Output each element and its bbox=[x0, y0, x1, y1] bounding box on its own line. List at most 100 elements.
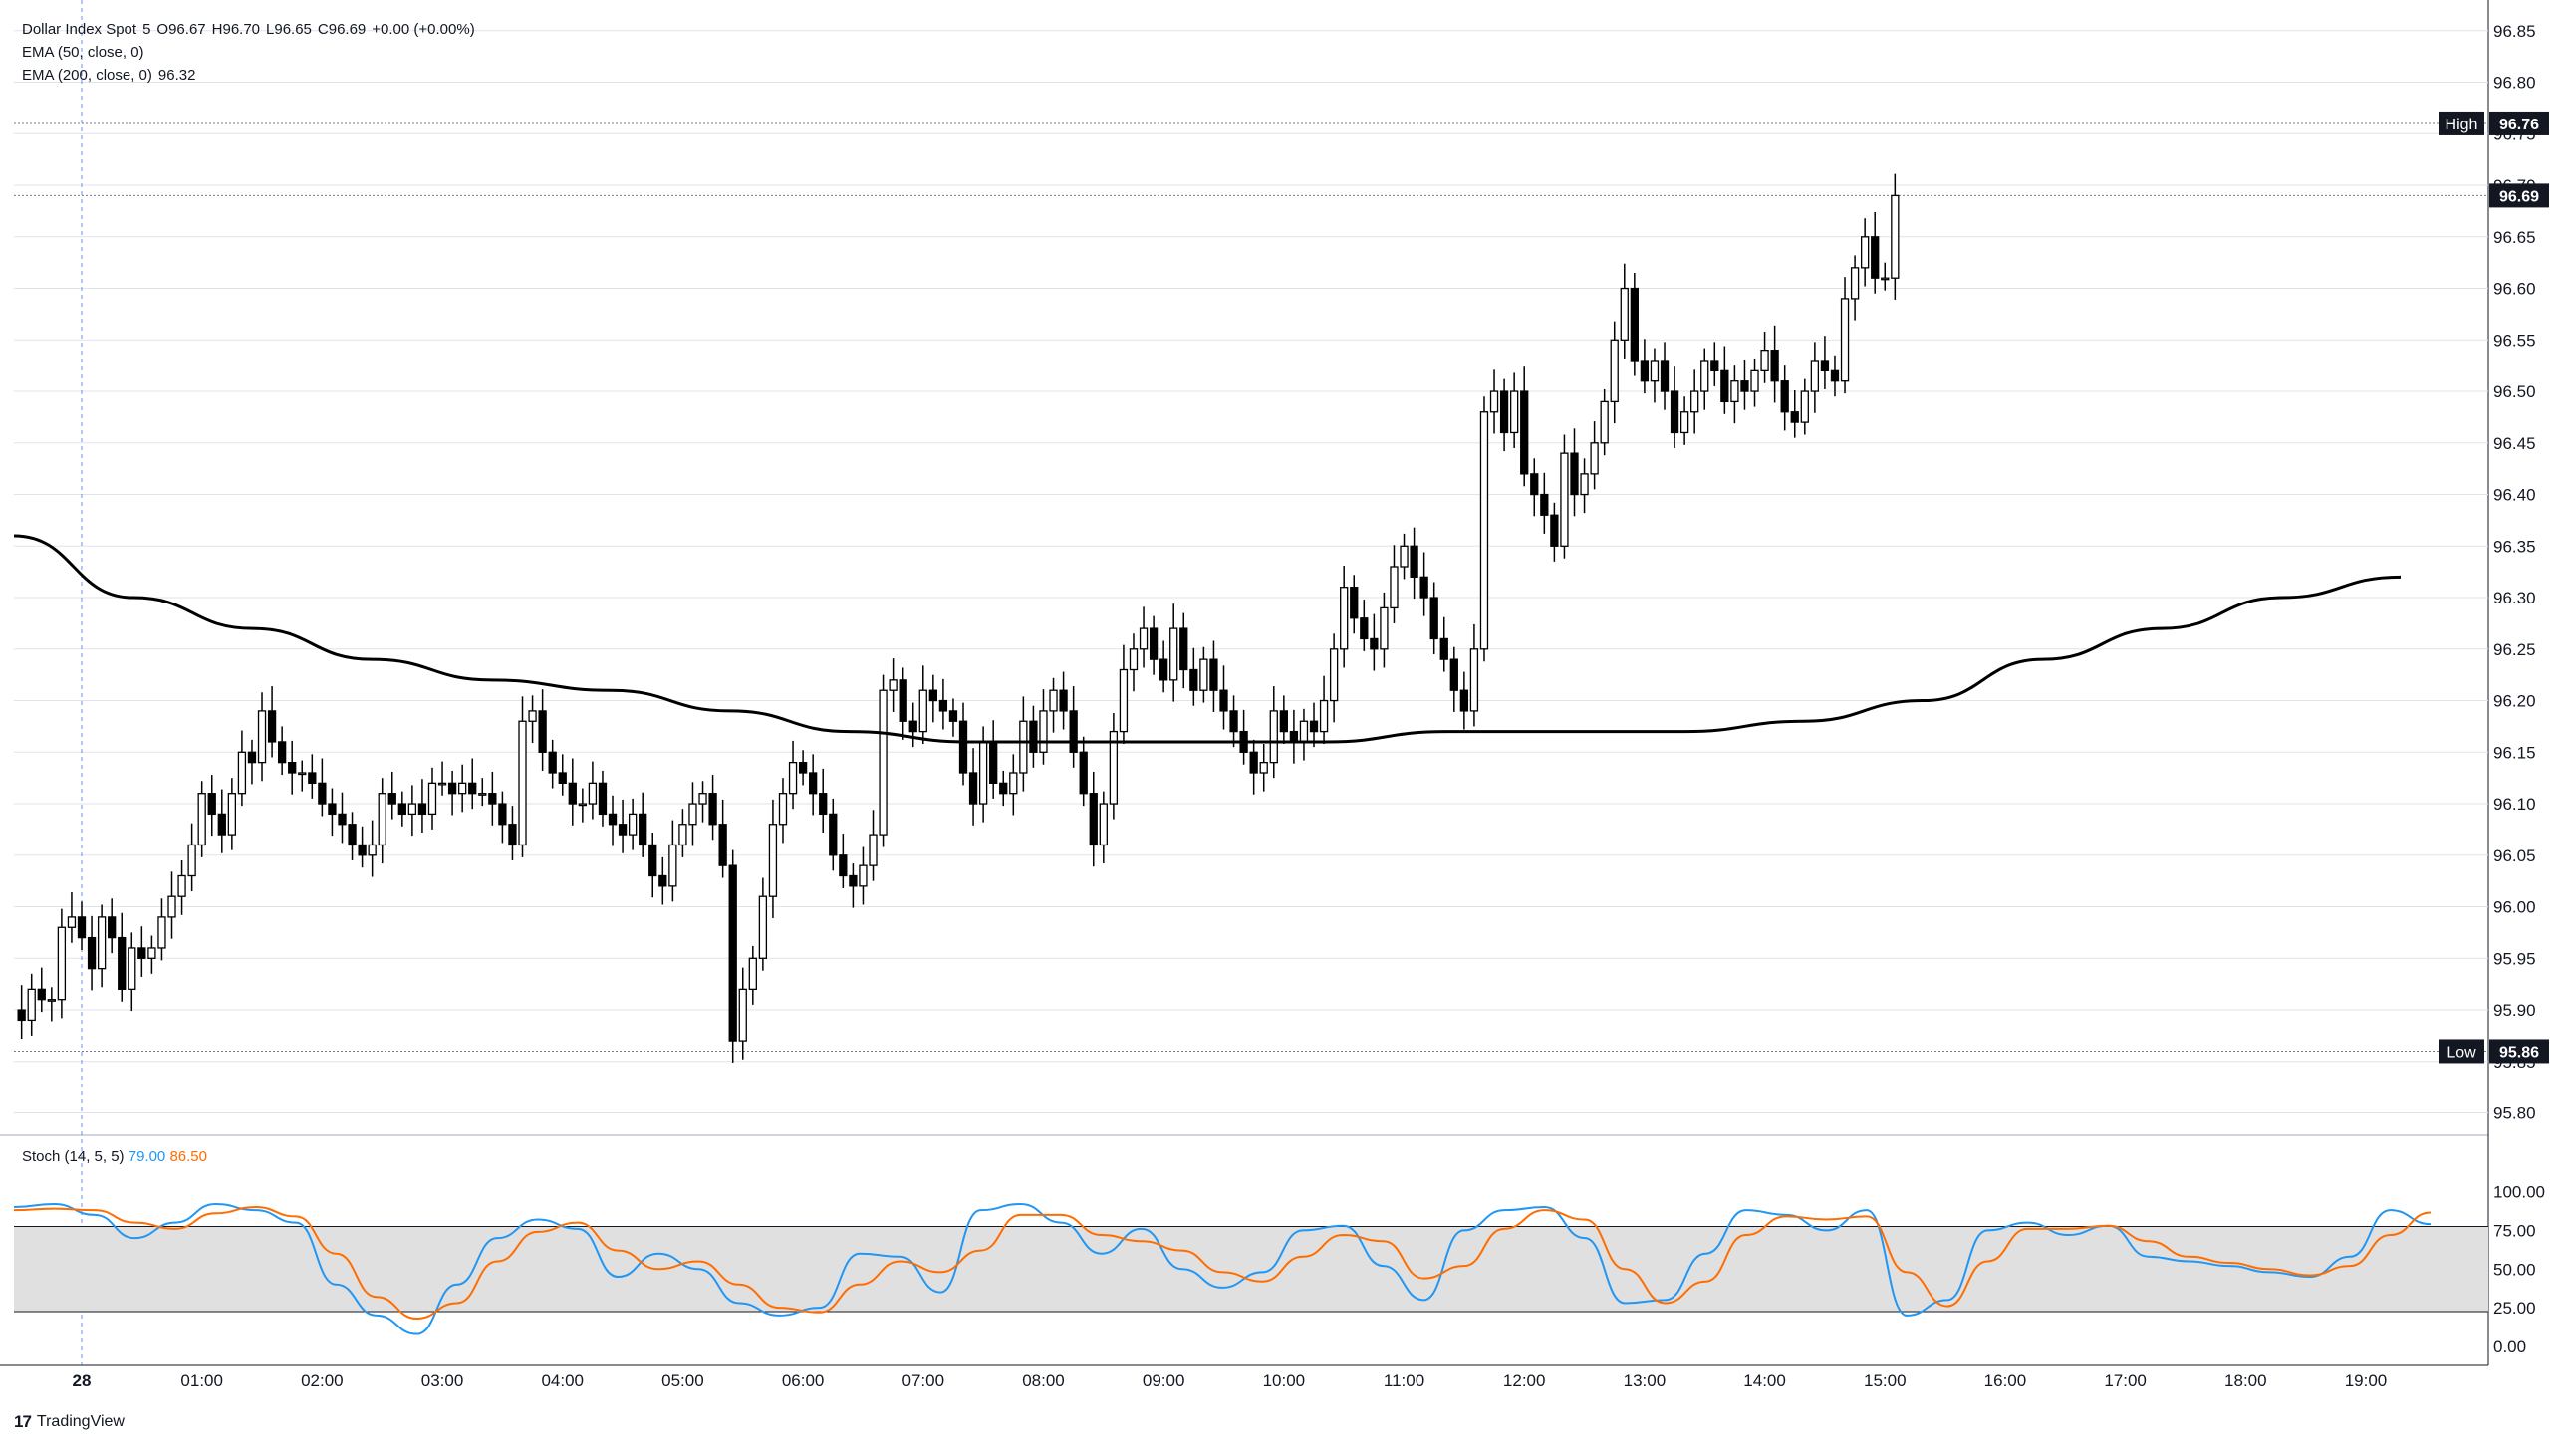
ema200-legend: EMA (200, close, 0) 96.32 bbox=[22, 67, 201, 84]
candle-body bbox=[698, 793, 707, 805]
stoch-legend: Stoch (14, 5, 5) 79.00 86.50 bbox=[22, 1148, 207, 1165]
candle-body bbox=[728, 864, 737, 1042]
candle-body bbox=[27, 988, 36, 1022]
candle-body bbox=[718, 824, 727, 866]
candle-body bbox=[1319, 699, 1329, 733]
brand[interactable]: 17 TradingView bbox=[14, 1412, 125, 1432]
stoch-k-line bbox=[13, 1202, 2432, 1335]
x-tick-label: 04:00 bbox=[541, 1371, 584, 1390]
candle-body bbox=[1820, 360, 1830, 372]
brand-name: TradingView bbox=[36, 1413, 125, 1430]
ema200-value: 96.32 bbox=[157, 67, 196, 84]
candle-body bbox=[147, 947, 156, 959]
y-tick-label: 95.95 bbox=[2493, 949, 2536, 968]
x-tick-label: 13:00 bbox=[1624, 1371, 1667, 1390]
candle-body bbox=[458, 782, 467, 795]
candle-body bbox=[207, 793, 216, 816]
low-marker-value-bg bbox=[2489, 1039, 2549, 1064]
candle-body bbox=[548, 751, 557, 774]
candle-body bbox=[37, 988, 46, 1001]
stoch-y-tick-label: 0.00 bbox=[2493, 1337, 2526, 1356]
y-tick-label: 96.35 bbox=[2493, 537, 2536, 556]
candle-body bbox=[1620, 287, 1629, 341]
y-tick-label: 95.90 bbox=[2493, 1001, 2536, 1020]
candle-body bbox=[839, 854, 848, 877]
candle-body bbox=[528, 710, 537, 722]
x-tick-label: 15:00 bbox=[1864, 1371, 1907, 1390]
candle-body bbox=[908, 720, 917, 733]
stoch-y-tick-label: 50.00 bbox=[2493, 1260, 2536, 1279]
low-marker-label: Low bbox=[2447, 1044, 2476, 1061]
candle-body bbox=[1891, 194, 1900, 279]
candle-body bbox=[1380, 606, 1389, 650]
high-marker-value-bg bbox=[2489, 111, 2549, 135]
candle-body bbox=[849, 874, 858, 887]
candle-body bbox=[1600, 400, 1609, 444]
low-marker-value: 95.86 bbox=[2499, 1044, 2539, 1061]
y-tick-label: 96.05 bbox=[2493, 846, 2536, 865]
candle-body bbox=[67, 916, 77, 928]
stoch-y-tick-label: 100.00 bbox=[2493, 1183, 2545, 1202]
candle-body bbox=[1760, 349, 1769, 371]
candle-body bbox=[1350, 587, 1359, 619]
candle-body bbox=[658, 874, 667, 887]
y-tick-label: 96.65 bbox=[2493, 228, 2536, 247]
candle-body bbox=[639, 813, 647, 846]
last-price-marker-value-bg bbox=[2489, 183, 2549, 208]
symbol-legend: Dollar Index Spot 5 O96.67 H96.70 L96.65 C96.… bbox=[22, 21, 481, 38]
low-marker-label-bg bbox=[2439, 1039, 2484, 1064]
candle-body bbox=[1179, 627, 1188, 671]
symbol-name: Dollar Index Spot bbox=[22, 21, 137, 38]
x-tick-label: 14:00 bbox=[1743, 1371, 1786, 1390]
candle-body bbox=[1540, 493, 1549, 516]
candle-body bbox=[1700, 360, 1709, 392]
candle-body bbox=[1790, 411, 1799, 423]
candle-body bbox=[1039, 710, 1048, 753]
candle-body bbox=[498, 803, 507, 826]
candle-body bbox=[918, 689, 927, 733]
candle-body bbox=[958, 720, 968, 774]
candle-body bbox=[1710, 360, 1719, 372]
ohlc-low: L96.65 bbox=[266, 21, 312, 38]
candle-body bbox=[1419, 576, 1428, 599]
x-tick-label: 17:00 bbox=[2104, 1371, 2147, 1390]
candle-body bbox=[288, 762, 297, 774]
candle-body bbox=[1660, 360, 1670, 392]
candle-body bbox=[247, 751, 257, 764]
candle-body bbox=[1429, 597, 1438, 640]
high-marker-label-bg bbox=[2439, 111, 2484, 135]
candle-body bbox=[558, 772, 567, 784]
candle-body bbox=[869, 834, 878, 866]
candle-body bbox=[1169, 627, 1178, 681]
x-tick-label: 07:00 bbox=[902, 1371, 945, 1390]
x-tick-label: 10:00 bbox=[1263, 1371, 1306, 1390]
candle-body bbox=[1459, 689, 1469, 712]
candle-body bbox=[1489, 390, 1499, 413]
candle-body bbox=[1510, 390, 1519, 434]
candle-body bbox=[328, 803, 337, 816]
x-tick-label: 16:00 bbox=[1984, 1371, 2027, 1390]
y-tick-label: 96.85 bbox=[2493, 22, 2536, 41]
candle-body bbox=[1690, 390, 1699, 413]
stoch-y-tick-label: 75.00 bbox=[2493, 1221, 2536, 1240]
candle-body bbox=[1069, 710, 1078, 753]
candle-body bbox=[899, 679, 907, 722]
y-tick-label: 96.40 bbox=[2493, 486, 2536, 505]
candle-body bbox=[648, 844, 657, 877]
candle-body bbox=[1019, 720, 1028, 774]
candle-body bbox=[1129, 648, 1139, 671]
candle-body bbox=[177, 874, 186, 897]
candle-body bbox=[1009, 772, 1018, 795]
candle-body bbox=[1530, 473, 1539, 496]
candle-body bbox=[1449, 658, 1458, 691]
candle-body bbox=[518, 720, 527, 846]
candle-body bbox=[308, 772, 317, 784]
candle-body bbox=[1279, 710, 1288, 733]
candle-body bbox=[578, 803, 588, 807]
candle-body bbox=[1390, 566, 1399, 609]
y-tick-label: 96.50 bbox=[2493, 382, 2536, 401]
candle-body bbox=[1740, 380, 1749, 392]
candle-body bbox=[1610, 339, 1619, 403]
candle-body bbox=[1259, 762, 1268, 774]
candle-body bbox=[437, 782, 447, 786]
